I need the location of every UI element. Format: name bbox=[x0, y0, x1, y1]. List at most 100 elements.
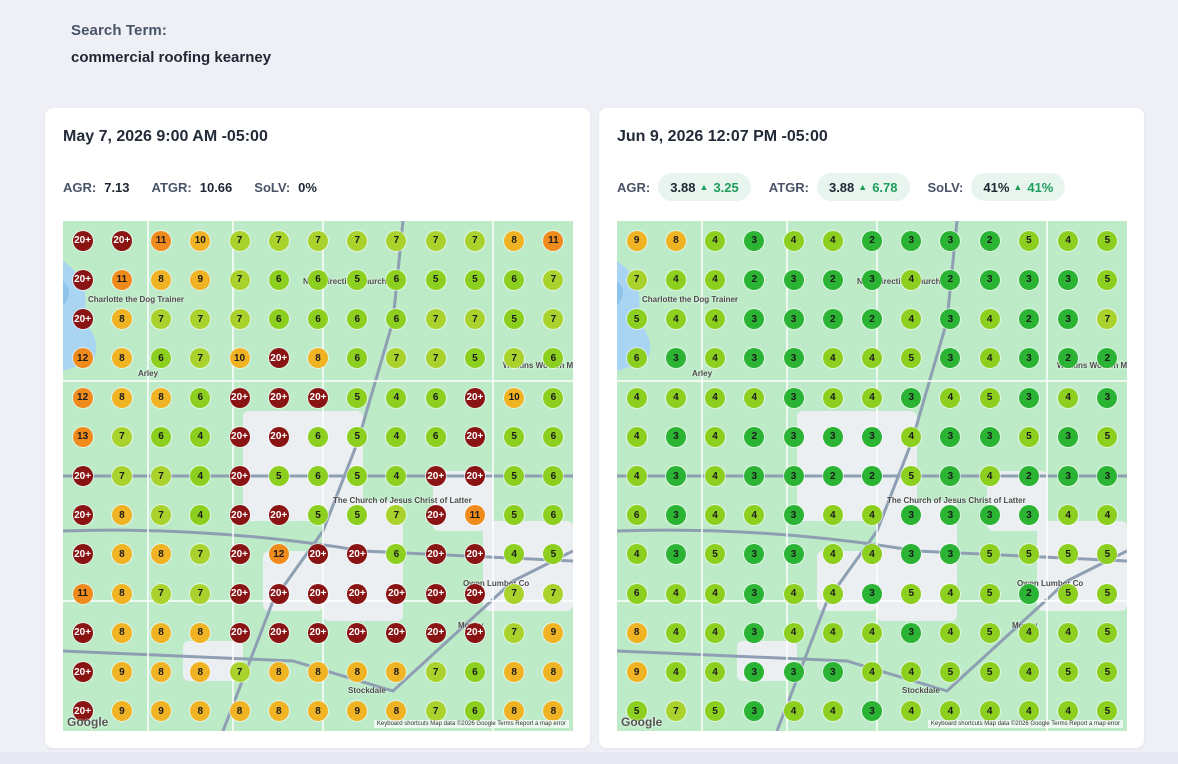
rank-grid-point[interactable]: 6 bbox=[626, 505, 647, 526]
rank-grid-point[interactable]: 11 bbox=[111, 269, 132, 290]
rank-grid-point[interactable]: 8 bbox=[190, 701, 211, 722]
rank-grid-point[interactable]: 4 bbox=[822, 544, 843, 565]
rank-grid-point[interactable]: 2 bbox=[1058, 348, 1079, 369]
rank-grid-point[interactable]: 5 bbox=[1097, 662, 1118, 683]
rank-grid-point[interactable]: 5 bbox=[504, 309, 525, 330]
rank-grid-point[interactable]: 8 bbox=[665, 230, 686, 251]
rank-grid-point[interactable]: 8 bbox=[111, 544, 132, 565]
rank-grid-point[interactable]: 2 bbox=[862, 309, 882, 330]
rank-grid-point[interactable]: 7 bbox=[504, 622, 525, 643]
rank-grid-point[interactable]: 4 bbox=[1097, 505, 1118, 526]
rank-grid-point[interactable]: 7 bbox=[543, 269, 564, 290]
rank-grid-point[interactable]: 12 bbox=[72, 348, 93, 369]
rank-grid-point[interactable]: 4 bbox=[822, 348, 843, 369]
rank-grid-point[interactable]: 3 bbox=[1058, 426, 1079, 447]
rank-grid-point[interactable]: 20+ bbox=[72, 466, 93, 486]
rank-grid-point[interactable]: 3 bbox=[744, 348, 765, 369]
rank-grid-point[interactable]: 7 bbox=[190, 348, 211, 369]
rank-grid-point[interactable]: 20+ bbox=[464, 544, 485, 565]
rank-grid-point[interactable]: 4 bbox=[901, 269, 922, 290]
rank-grid-point[interactable]: 7 bbox=[151, 466, 172, 486]
rank-grid-point[interactable]: 4 bbox=[979, 701, 1000, 722]
rank-grid-point[interactable]: 4 bbox=[822, 387, 843, 408]
rank-grid-point[interactable]: 2 bbox=[1018, 309, 1039, 330]
rank-grid-point[interactable]: 3 bbox=[744, 466, 765, 486]
rank-grid-point[interactable]: 5 bbox=[1097, 583, 1118, 604]
rank-grid-point[interactable]: 7 bbox=[386, 505, 407, 526]
rank-grid-point[interactable]: 3 bbox=[901, 622, 922, 643]
rank-grid-point[interactable]: 5 bbox=[626, 309, 647, 330]
rank-grid-point[interactable]: 4 bbox=[705, 387, 726, 408]
rank-grid-point[interactable]: 8 bbox=[151, 387, 172, 408]
rank-grid-point[interactable]: 20+ bbox=[268, 505, 289, 526]
rank-grid-point[interactable]: 3 bbox=[1058, 269, 1079, 290]
rank-grid-point[interactable]: 4 bbox=[665, 583, 686, 604]
rank-grid-point[interactable]: 7 bbox=[425, 662, 446, 683]
rank-grid-point[interactable]: 20+ bbox=[268, 622, 289, 643]
rank-grid-point[interactable]: 6 bbox=[543, 505, 564, 526]
rank-grid-point[interactable]: 3 bbox=[744, 309, 765, 330]
rank-grid-point[interactable]: 4 bbox=[626, 544, 647, 565]
rank-grid-point[interactable]: 5 bbox=[425, 269, 446, 290]
rank-grid-point[interactable]: 4 bbox=[626, 466, 647, 486]
rank-grid-point[interactable]: 3 bbox=[665, 466, 686, 486]
rank-grid-point[interactable]: 20+ bbox=[72, 269, 93, 290]
rank-grid-point[interactable]: 2 bbox=[1018, 583, 1039, 604]
rank-grid-point[interactable]: 4 bbox=[862, 387, 882, 408]
rank-grid-point[interactable]: 2 bbox=[744, 269, 765, 290]
rank-grid-point[interactable]: 6 bbox=[308, 426, 328, 447]
rank-grid-point[interactable]: 5 bbox=[1058, 544, 1079, 565]
rank-grid-point[interactable]: 5 bbox=[626, 701, 647, 722]
rank-grid-point[interactable]: 4 bbox=[862, 505, 882, 526]
rank-grid-point[interactable]: 3 bbox=[783, 505, 804, 526]
rank-grid-point[interactable]: 3 bbox=[940, 505, 961, 526]
rank-grid-point[interactable]: 9 bbox=[543, 622, 564, 643]
rank-grid-point[interactable]: 4 bbox=[822, 505, 843, 526]
rank-grid-point[interactable]: 4 bbox=[626, 426, 647, 447]
rank-grid-point[interactable]: 3 bbox=[1058, 466, 1079, 486]
rank-grid-point[interactable]: 7 bbox=[464, 309, 485, 330]
rank-grid-point[interactable]: 4 bbox=[386, 387, 407, 408]
rank-grid-point[interactable]: 2 bbox=[822, 309, 843, 330]
rank-grid-point[interactable]: 20+ bbox=[347, 544, 368, 565]
rank-grid-point[interactable]: 3 bbox=[783, 466, 804, 486]
rank-grid-point[interactable]: 7 bbox=[543, 583, 564, 604]
rank-grid-point[interactable]: 6 bbox=[543, 348, 564, 369]
rank-grid-point[interactable]: 3 bbox=[940, 230, 961, 251]
rank-grid-point[interactable]: 5 bbox=[1097, 701, 1118, 722]
rank-grid-point[interactable]: 20+ bbox=[425, 466, 446, 486]
rank-grid-point[interactable]: 8 bbox=[190, 662, 211, 683]
rank-grid-point[interactable]: 5 bbox=[1097, 622, 1118, 643]
rank-grid-point[interactable]: 7 bbox=[111, 426, 132, 447]
rank-grid-point[interactable]: 20+ bbox=[268, 583, 289, 604]
rank-grid-point[interactable]: 2 bbox=[940, 269, 961, 290]
rank-grid-point[interactable]: 5 bbox=[347, 387, 368, 408]
rank-grid-point[interactable]: 20+ bbox=[308, 544, 328, 565]
rank-grid-point[interactable]: 3 bbox=[1058, 309, 1079, 330]
rank-grid-point[interactable]: 4 bbox=[705, 583, 726, 604]
rank-grid-point[interactable]: 4 bbox=[1058, 230, 1079, 251]
rank-grid-point[interactable]: 8 bbox=[308, 662, 328, 683]
rank-grid-point[interactable]: 2 bbox=[862, 466, 882, 486]
rank-grid-point[interactable]: 8 bbox=[386, 701, 407, 722]
rank-grid-point[interactable]: 9 bbox=[151, 701, 172, 722]
rank-grid-point[interactable]: 20+ bbox=[386, 622, 407, 643]
rank-grid-point[interactable]: 20+ bbox=[72, 505, 93, 526]
rank-grid-point[interactable]: 4 bbox=[979, 466, 1000, 486]
rank-grid-point[interactable]: 7 bbox=[151, 583, 172, 604]
rank-grid-point[interactable]: 5 bbox=[347, 505, 368, 526]
rank-grid-point[interactable]: 6 bbox=[386, 544, 407, 565]
rank-grid-point[interactable]: 5 bbox=[347, 466, 368, 486]
rank-grid-point[interactable]: 4 bbox=[822, 583, 843, 604]
rank-grid-point[interactable]: 4 bbox=[626, 387, 647, 408]
rank-grid-point[interactable]: 4 bbox=[822, 622, 843, 643]
rank-grid-point[interactable]: 8 bbox=[268, 701, 289, 722]
rank-grid-point[interactable]: 7 bbox=[151, 505, 172, 526]
rank-grid-point[interactable]: 3 bbox=[940, 348, 961, 369]
rank-grid-point[interactable]: 4 bbox=[665, 387, 686, 408]
rank-grid-point[interactable]: 7 bbox=[1097, 309, 1118, 330]
rank-grid-point[interactable]: 6 bbox=[386, 309, 407, 330]
rank-grid-point[interactable]: 6 bbox=[425, 426, 446, 447]
rank-grid-point[interactable]: 8 bbox=[229, 701, 250, 722]
rank-grid-point[interactable]: 6 bbox=[504, 269, 525, 290]
